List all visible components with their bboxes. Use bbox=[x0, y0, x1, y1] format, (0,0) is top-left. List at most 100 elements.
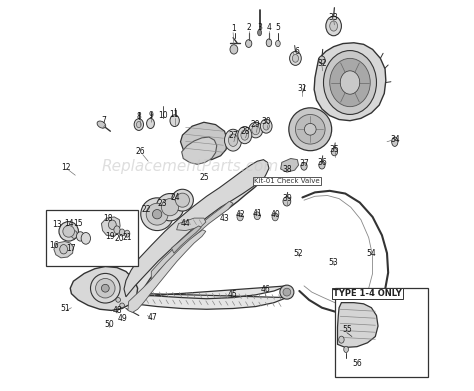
Ellipse shape bbox=[97, 121, 106, 128]
Ellipse shape bbox=[330, 21, 337, 31]
Polygon shape bbox=[177, 218, 206, 231]
Polygon shape bbox=[128, 230, 206, 312]
Ellipse shape bbox=[283, 288, 291, 296]
Text: 55: 55 bbox=[342, 325, 352, 334]
Ellipse shape bbox=[81, 233, 91, 244]
Polygon shape bbox=[314, 43, 386, 121]
Ellipse shape bbox=[63, 226, 74, 237]
Ellipse shape bbox=[101, 284, 109, 292]
Ellipse shape bbox=[275, 40, 280, 47]
Ellipse shape bbox=[330, 58, 370, 107]
Ellipse shape bbox=[120, 303, 124, 308]
Text: 35: 35 bbox=[329, 145, 339, 154]
Ellipse shape bbox=[162, 199, 179, 216]
Ellipse shape bbox=[258, 30, 262, 36]
Text: 5: 5 bbox=[275, 23, 280, 32]
Ellipse shape bbox=[60, 245, 67, 254]
Text: 28: 28 bbox=[240, 127, 249, 136]
Text: 37: 37 bbox=[299, 159, 309, 168]
Ellipse shape bbox=[116, 298, 120, 302]
Ellipse shape bbox=[109, 220, 116, 230]
Ellipse shape bbox=[263, 122, 269, 130]
Text: 53: 53 bbox=[329, 258, 338, 267]
Text: 6: 6 bbox=[295, 47, 300, 56]
Text: 22: 22 bbox=[142, 204, 151, 213]
Ellipse shape bbox=[134, 119, 144, 131]
Ellipse shape bbox=[301, 162, 307, 170]
Text: 41: 41 bbox=[253, 208, 262, 217]
Ellipse shape bbox=[260, 119, 272, 133]
Polygon shape bbox=[101, 217, 120, 237]
Text: 46: 46 bbox=[260, 285, 270, 294]
Ellipse shape bbox=[119, 229, 125, 236]
Ellipse shape bbox=[254, 212, 260, 220]
Text: TYPE 1-4 ONLY: TYPE 1-4 ONLY bbox=[333, 289, 402, 298]
Text: ReplacementParts.com: ReplacementParts.com bbox=[101, 159, 279, 174]
Text: 50: 50 bbox=[104, 320, 114, 329]
Text: 29: 29 bbox=[251, 120, 261, 129]
Bar bbox=[335, 288, 428, 377]
Ellipse shape bbox=[339, 336, 344, 343]
Text: 26: 26 bbox=[136, 147, 145, 156]
Ellipse shape bbox=[238, 127, 252, 143]
Polygon shape bbox=[281, 158, 299, 172]
Ellipse shape bbox=[146, 118, 155, 129]
Ellipse shape bbox=[304, 124, 316, 135]
Text: 17: 17 bbox=[67, 244, 76, 253]
Ellipse shape bbox=[172, 189, 193, 211]
Ellipse shape bbox=[295, 115, 325, 144]
Ellipse shape bbox=[237, 213, 243, 221]
Ellipse shape bbox=[170, 115, 179, 127]
Ellipse shape bbox=[319, 161, 325, 169]
Text: 15: 15 bbox=[73, 219, 83, 228]
Text: 14: 14 bbox=[64, 219, 73, 228]
Text: 40: 40 bbox=[270, 210, 280, 219]
Polygon shape bbox=[181, 122, 227, 160]
Bar bbox=[46, 210, 137, 266]
Text: 1: 1 bbox=[231, 24, 236, 33]
Ellipse shape bbox=[290, 51, 301, 65]
Text: 27: 27 bbox=[228, 131, 238, 140]
Ellipse shape bbox=[280, 285, 294, 299]
Text: 9: 9 bbox=[148, 111, 153, 120]
Text: 3: 3 bbox=[257, 23, 262, 32]
Text: 7: 7 bbox=[101, 116, 106, 125]
Ellipse shape bbox=[225, 129, 242, 151]
Ellipse shape bbox=[246, 39, 252, 47]
Text: 18: 18 bbox=[104, 213, 113, 222]
Ellipse shape bbox=[323, 50, 376, 115]
Ellipse shape bbox=[141, 198, 173, 231]
Polygon shape bbox=[54, 242, 73, 258]
Text: 30: 30 bbox=[261, 117, 271, 126]
Ellipse shape bbox=[331, 148, 337, 156]
Text: 25: 25 bbox=[199, 174, 209, 183]
Text: 43: 43 bbox=[219, 213, 229, 222]
Ellipse shape bbox=[289, 108, 332, 151]
Text: 45: 45 bbox=[228, 291, 237, 300]
Text: 4: 4 bbox=[266, 23, 272, 32]
Ellipse shape bbox=[252, 126, 260, 135]
Text: 8: 8 bbox=[137, 112, 141, 121]
Ellipse shape bbox=[228, 134, 238, 146]
Text: 16: 16 bbox=[49, 241, 59, 250]
Ellipse shape bbox=[137, 122, 141, 128]
Text: 23: 23 bbox=[157, 199, 167, 208]
Text: 33: 33 bbox=[329, 13, 338, 22]
Text: 19: 19 bbox=[106, 232, 115, 241]
Text: 51: 51 bbox=[60, 304, 70, 313]
Ellipse shape bbox=[124, 230, 130, 237]
Text: 20: 20 bbox=[115, 234, 124, 243]
Polygon shape bbox=[151, 201, 233, 280]
Polygon shape bbox=[182, 137, 217, 164]
Ellipse shape bbox=[340, 71, 360, 94]
Polygon shape bbox=[337, 303, 378, 348]
Text: 39: 39 bbox=[282, 194, 292, 203]
Ellipse shape bbox=[146, 203, 168, 225]
Text: 49: 49 bbox=[117, 314, 127, 323]
Text: 42: 42 bbox=[235, 210, 245, 219]
Text: 56: 56 bbox=[352, 359, 362, 368]
Text: 21: 21 bbox=[122, 233, 132, 242]
Ellipse shape bbox=[114, 226, 120, 234]
Text: 38: 38 bbox=[283, 165, 292, 174]
Text: 32: 32 bbox=[317, 59, 327, 68]
